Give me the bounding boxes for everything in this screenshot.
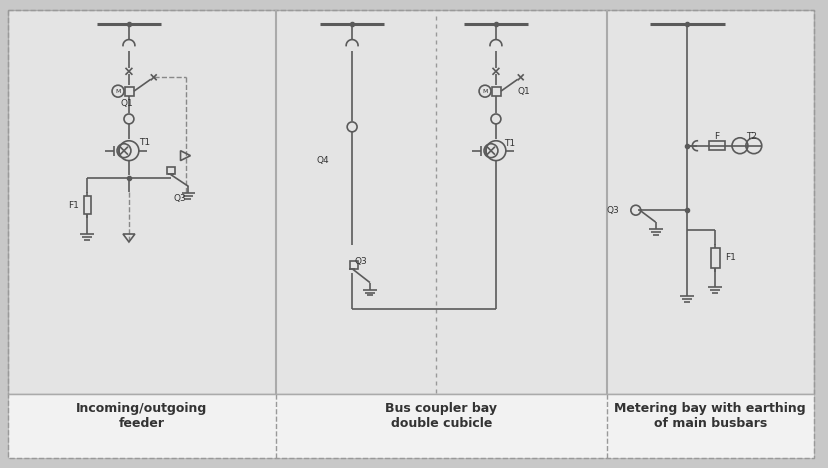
Text: Metering bay with earthing
of main busbars: Metering bay with earthing of main busba… — [614, 402, 805, 430]
Bar — [708, 141, 724, 150]
Bar — [8, 10, 813, 394]
Text: F1: F1 — [724, 253, 735, 262]
Bar — [710, 248, 719, 268]
Text: Q3: Q3 — [606, 206, 619, 215]
Bar — [166, 167, 175, 175]
Bar — [84, 196, 90, 214]
Text: Bus coupler bay
double cubicle: Bus coupler bay double cubicle — [385, 402, 497, 430]
Text: M: M — [482, 88, 487, 94]
Text: M: M — [115, 88, 121, 94]
Text: T1: T1 — [139, 138, 150, 147]
Text: F: F — [714, 132, 719, 141]
Bar — [8, 394, 813, 458]
Text: Q3: Q3 — [173, 194, 185, 203]
Text: T1: T1 — [503, 139, 515, 148]
Text: Q1: Q1 — [517, 87, 529, 95]
Text: Q4: Q4 — [315, 156, 328, 165]
Text: F1: F1 — [68, 201, 79, 210]
Text: T2: T2 — [745, 132, 757, 141]
Text: Q3: Q3 — [354, 257, 367, 266]
Bar — [349, 261, 358, 269]
Bar — [492, 87, 501, 95]
Bar — [125, 87, 134, 95]
Text: Incoming/outgoing
feeder: Incoming/outgoing feeder — [76, 402, 207, 430]
Text: Q1: Q1 — [120, 99, 133, 108]
